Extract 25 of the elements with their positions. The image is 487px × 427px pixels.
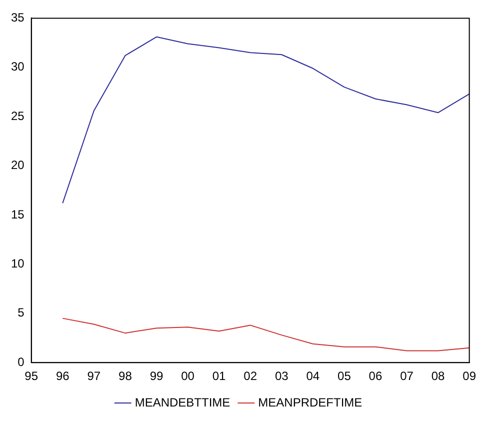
x-tick-label: 09: [462, 369, 476, 384]
legend-label: MEANDEBTTIME: [134, 395, 230, 410]
x-tick-label: 08: [431, 369, 446, 384]
y-tick-label: 20: [10, 158, 25, 172]
x-tick-label: 97: [87, 369, 101, 384]
x-tick-label: 95: [24, 369, 38, 384]
legend-label: MEANPRDEFTIME: [258, 395, 362, 410]
x-tick-label: 99: [150, 369, 164, 384]
y-tick-label: 30: [10, 60, 25, 74]
y-tick-label: 15: [10, 207, 25, 222]
y-tick-label: 35: [10, 10, 25, 25]
x-tick-label: 04: [306, 369, 320, 384]
x-tick-label: 01: [212, 369, 226, 384]
x-tick-label: 96: [56, 369, 70, 384]
y-tick-label: 10: [10, 256, 25, 271]
x-tick-label: 07: [400, 369, 414, 384]
y-tick-label: 5: [18, 306, 25, 320]
x-tick-label: 06: [368, 369, 382, 384]
x-tick-label: 00: [181, 369, 195, 384]
x-tick-label: 03: [274, 369, 289, 384]
x-tick-label: 05: [338, 369, 352, 384]
x-tick-label: 02: [244, 369, 258, 384]
y-tick-label: 25: [10, 108, 25, 123]
x-tick-label: 98: [118, 369, 132, 384]
y-tick-label: 0: [18, 354, 25, 369]
